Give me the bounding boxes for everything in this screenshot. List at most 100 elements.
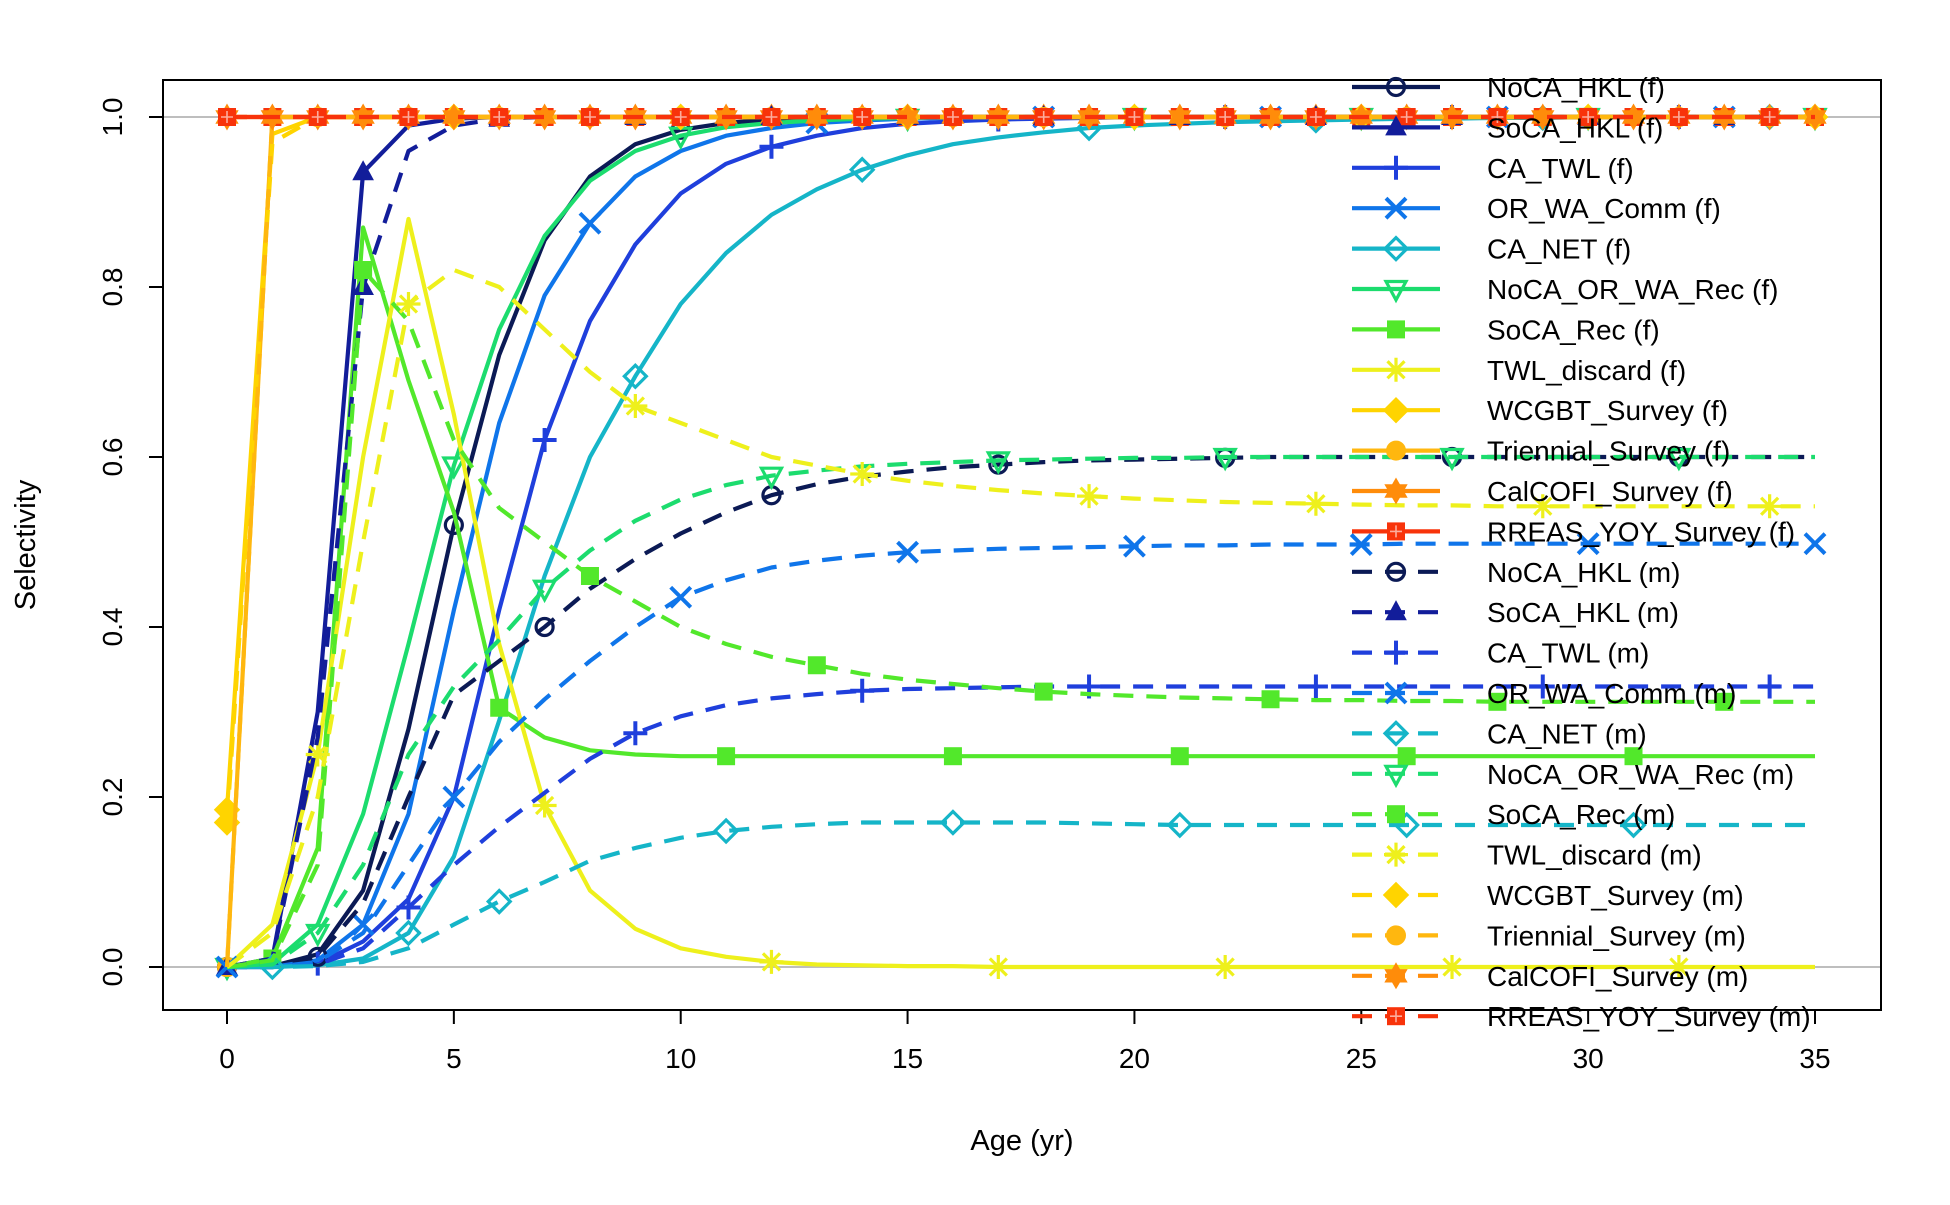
x-tick-label: 30	[1573, 1043, 1604, 1074]
data-point	[1123, 534, 1146, 558]
legend-item: NoCA_HKL (m)	[1352, 557, 1680, 588]
series-7	[225, 216, 1815, 979]
series-23	[218, 108, 1815, 126]
data-point	[1034, 682, 1053, 701]
legend-label: NoCA_HKL (m)	[1487, 557, 1680, 588]
legend-label: SoCA_HKL (f)	[1487, 112, 1663, 143]
x-tick-label: 15	[892, 1043, 923, 1074]
data-point	[896, 540, 919, 564]
y-tick-label: 0.8	[97, 268, 128, 307]
data-point	[1715, 692, 1734, 711]
legend-item: NoCA_OR_WA_Rec (f)	[1352, 274, 1778, 305]
data-point	[490, 698, 509, 717]
legend-marker	[1384, 681, 1408, 705]
data-point	[1530, 674, 1555, 699]
legend-item: Triennial_Survey (m)	[1352, 920, 1746, 951]
data-point	[669, 585, 693, 609]
legend-label: WCGBT_Survey (f)	[1487, 395, 1728, 426]
x-axis: 0 5 10 15 20 25 30 35	[219, 1009, 1831, 1074]
legend-item: CalCOFI_Survey (m)	[1352, 961, 1748, 992]
legend-label: CalCOFI_Survey (f)	[1487, 476, 1733, 507]
series-line	[226, 454, 1815, 970]
series-6	[226, 225, 1815, 970]
data-point	[580, 567, 599, 585]
data-point	[850, 678, 875, 703]
data-point-cross	[765, 111, 778, 123]
data-point	[305, 742, 330, 767]
legend-item: WCGBT_Survey (f)	[1352, 395, 1728, 426]
legend-item: OR_WA_Comm (m)	[1352, 678, 1736, 709]
data-point	[848, 156, 876, 183]
data-point	[441, 456, 467, 480]
legend-marker	[1385, 76, 1407, 98]
data-point-cross	[1219, 111, 1232, 123]
data-point	[1803, 532, 1827, 556]
data-point-b	[1803, 110, 1827, 131]
legend-item: OR_WA_Comm (f)	[1352, 193, 1721, 224]
y-tick-label: 0.6	[97, 438, 128, 477]
x-tick-label: 10	[665, 1043, 696, 1074]
data-point-cross	[1037, 111, 1050, 123]
data-point	[986, 955, 1011, 979]
legend-item: NoCA_HKL (f)	[1352, 72, 1665, 103]
legend-label: NoCA_OR_WA_Rec (f)	[1487, 274, 1778, 305]
data-point	[1303, 674, 1328, 699]
legend-label: TWL_discard (f)	[1487, 355, 1686, 386]
legend-item: SoCA_HKL (f)	[1352, 112, 1663, 143]
data-point	[759, 949, 784, 974]
x-axis-label: Age (yr)	[970, 1125, 1073, 1157]
data-point	[1530, 494, 1555, 519]
legend-marker	[1384, 196, 1408, 220]
data-point	[531, 579, 558, 604]
data-point	[759, 134, 784, 159]
legend-label: OR_WA_Comm (f)	[1487, 193, 1721, 224]
legend-label: Triennial_Survey (f)	[1487, 436, 1730, 467]
legend-marker	[1382, 235, 1410, 262]
legend-marker	[1382, 881, 1410, 909]
series-17	[226, 447, 1815, 970]
series-line	[226, 267, 1815, 970]
data-point	[622, 362, 649, 390]
legend-item: Triennial_Survey (f)	[1352, 436, 1730, 467]
x-tick-label: 20	[1119, 1043, 1150, 1074]
series-18	[226, 261, 1815, 970]
series-line	[226, 225, 1815, 970]
data-point-cross	[1582, 111, 1595, 123]
legend-marker	[1386, 925, 1406, 946]
data-point	[1349, 533, 1373, 556]
legend: NoCA_HKL (f) SoCA_HKL (f) CA_TWL (f) OR_WA_…	[1352, 72, 1811, 1032]
data-point	[985, 451, 1011, 475]
data-point	[578, 211, 602, 235]
data-point-cross	[856, 111, 869, 123]
legend-item: CA_TWL (m)	[1352, 638, 1649, 669]
data-point	[1757, 674, 1782, 699]
y-tick-label: 0.2	[97, 778, 128, 817]
data-point	[396, 895, 421, 920]
legend-item: TWL_discard (f)	[1352, 355, 1686, 386]
series-layer	[213, 103, 1829, 982]
legend-item: WCGBT_Survey (m)	[1352, 880, 1744, 911]
data-point	[758, 466, 785, 491]
legend-marker	[1383, 764, 1409, 789]
legend-item: RREAS_YOY_Survey (m)	[1352, 1001, 1811, 1032]
data-point-cross	[674, 111, 687, 123]
data-point	[1624, 747, 1643, 766]
data-point	[712, 817, 740, 845]
series-line	[227, 684, 1815, 970]
legend-marker	[1382, 396, 1410, 424]
series-line	[225, 216, 1815, 970]
data-point	[717, 747, 736, 766]
legend-item: SoCA_Rec (f)	[1352, 314, 1660, 345]
legend-marker	[1385, 600, 1407, 621]
data-point	[352, 160, 374, 181]
series-line	[227, 541, 1815, 970]
legend-label: WCGBT_Survey (m)	[1487, 880, 1744, 911]
data-point	[1488, 692, 1507, 711]
data-point	[807, 656, 826, 675]
x-tick-label: 35	[1799, 1043, 1830, 1074]
data-point	[1261, 690, 1280, 709]
data-point	[1170, 747, 1189, 766]
legend-item: CA_NET (f)	[1352, 234, 1631, 265]
legend-marker-cross	[1390, 525, 1402, 538]
